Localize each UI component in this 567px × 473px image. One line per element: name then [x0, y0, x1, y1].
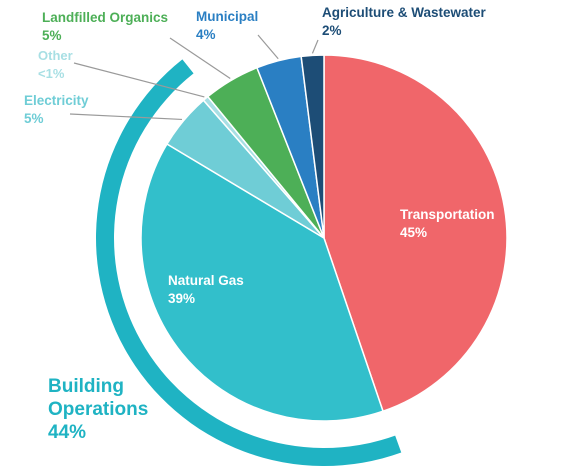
group-value-building: 44% [48, 422, 86, 443]
slice-value-electricity: 5% [24, 111, 44, 126]
leader-line-other [73, 62, 205, 98]
leader-line-agriculture-wastewater [311, 39, 319, 54]
slice-label-other: Other [38, 48, 73, 63]
pie-slice-agriculture-wastewater [300, 54, 325, 239]
leader-line-electricity [69, 113, 183, 121]
slice-value-landfilled-organics: 5% [42, 28, 62, 43]
pie-slice-transportation [323, 54, 508, 413]
leader-line-municipal [257, 34, 279, 60]
group-label-building-line2: Operations [48, 399, 148, 420]
slice-value-natural-gas: 39% [168, 291, 195, 306]
slice-label-natural-gas: Natural Gas [168, 273, 244, 288]
pie-slice-natural-gas [140, 143, 384, 422]
slice-label-agriculture: Agriculture & Wastewater [322, 5, 487, 20]
slice-label-transportation: Transportation [400, 207, 495, 222]
slice-value-other: <1% [38, 66, 65, 81]
slice-value-municipal: 4% [196, 27, 216, 42]
slice-label-landfilled-organics: Landfilled Organics [42, 10, 168, 25]
slice-value-agriculture: 2% [322, 23, 342, 38]
leader-line-landfilled-organics [169, 37, 231, 80]
slice-value-transportation: 45% [400, 225, 427, 240]
slice-label-municipal: Municipal [196, 9, 258, 24]
slice-label-electricity: Electricity [24, 93, 89, 108]
group-label-building-line1: Building [48, 376, 124, 397]
